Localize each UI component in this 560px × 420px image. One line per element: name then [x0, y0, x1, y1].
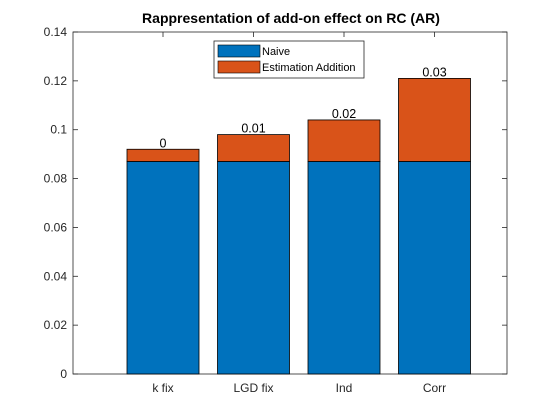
- bar-naive: [126, 161, 200, 375]
- y-tick-label: 0.14: [44, 25, 68, 39]
- data-label: 0.03: [422, 65, 446, 79]
- bar-naive: [217, 161, 290, 375]
- bar-naive: [307, 161, 381, 375]
- y-tick-label: 0: [60, 367, 67, 381]
- bar-estimation-addition: [398, 78, 471, 162]
- axes-box: [72, 31, 508, 375]
- y-tick-label: 0.1: [50, 123, 67, 137]
- x-tick-label: Corr: [423, 381, 446, 395]
- legend-swatch: [217, 60, 261, 74]
- y-tick-label: 0.12: [44, 74, 68, 88]
- plot-area: 00.020.040.060.080.10.120.14k fix0.090LG…: [44, 25, 508, 395]
- y-tick-label: 0.02: [44, 318, 68, 332]
- data-label: 0.01: [241, 122, 265, 136]
- legend-label: Naive: [262, 46, 290, 58]
- bar-estimation-addition: [307, 119, 381, 162]
- x-tick-label: k fix: [152, 381, 173, 395]
- x-tick-label: Ind: [336, 381, 353, 395]
- legend-label: Estimation Addition: [262, 62, 356, 74]
- bar-estimation-addition: [217, 134, 290, 162]
- data-label: 0.02: [332, 107, 356, 121]
- legend-swatch: [217, 44, 261, 58]
- x-tick-label: LGD fix: [233, 381, 273, 395]
- bar-naive: [398, 161, 471, 375]
- data-label: 0: [160, 136, 167, 150]
- bar-estimation-addition: [126, 148, 200, 162]
- y-tick-label: 0.04: [44, 269, 68, 283]
- legend: Naive Estimation Addition: [213, 40, 365, 79]
- chart-title: Rappresentation of add-on effect on RC (…: [142, 10, 440, 26]
- y-tick-label: 0.06: [44, 220, 68, 234]
- y-tick-label: 0.08: [44, 172, 68, 186]
